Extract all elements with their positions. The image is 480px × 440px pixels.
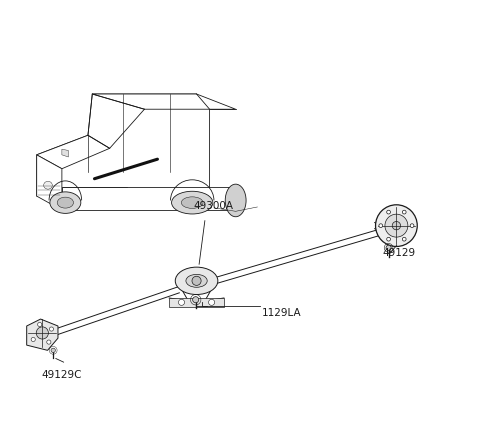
Circle shape [379,224,383,227]
Circle shape [51,348,55,352]
Polygon shape [62,187,236,210]
Polygon shape [36,135,109,169]
Ellipse shape [225,184,246,217]
Ellipse shape [50,192,81,213]
Circle shape [387,210,390,214]
Polygon shape [36,155,62,210]
Circle shape [386,245,391,250]
Circle shape [209,299,215,305]
Circle shape [37,323,42,326]
Ellipse shape [181,197,203,209]
Circle shape [192,276,201,286]
Text: 49129C: 49129C [42,370,82,380]
Ellipse shape [171,191,213,214]
Circle shape [387,237,390,241]
Circle shape [192,297,199,303]
Text: 49300A: 49300A [194,202,234,211]
Polygon shape [92,94,236,109]
Circle shape [392,221,401,230]
Text: 1129LA: 1129LA [262,308,301,319]
Polygon shape [36,94,210,196]
Circle shape [385,214,408,237]
Ellipse shape [57,197,73,208]
Circle shape [36,327,48,339]
Polygon shape [62,149,68,157]
Circle shape [410,224,414,227]
Circle shape [179,299,184,305]
Polygon shape [169,298,224,307]
Circle shape [49,327,54,331]
Text: 49129: 49129 [382,248,415,258]
Circle shape [402,210,406,214]
Ellipse shape [44,181,52,189]
Circle shape [31,337,36,341]
Ellipse shape [175,267,218,294]
Ellipse shape [186,275,207,287]
Circle shape [47,340,51,344]
Polygon shape [27,319,58,350]
Circle shape [402,237,406,241]
Circle shape [375,205,417,246]
